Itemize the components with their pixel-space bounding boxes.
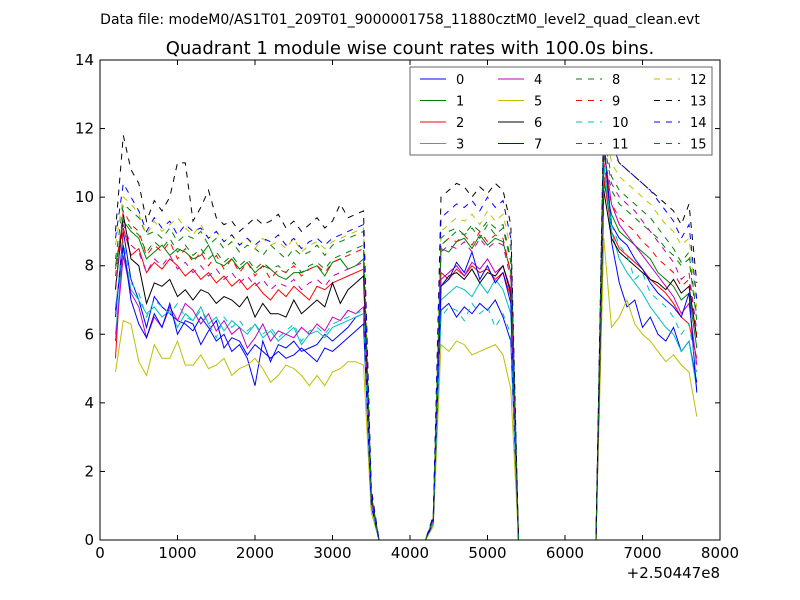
legend-label-5: 5 bbox=[534, 95, 542, 110]
x-tick-label: 6000 bbox=[546, 544, 584, 562]
suptitle: Data file: modeM0/AS1T01_209T01_90000017… bbox=[100, 12, 700, 28]
x-tick-label: 7000 bbox=[623, 544, 661, 562]
y-tick-label: 6 bbox=[84, 325, 94, 343]
legend-label-15: 15 bbox=[690, 138, 707, 153]
x-tick-label: 1000 bbox=[158, 544, 196, 562]
series-line-15 bbox=[115, 135, 698, 540]
y-tick-label: 4 bbox=[84, 394, 94, 412]
y-tick-label: 14 bbox=[75, 51, 94, 69]
y-tick-label: 10 bbox=[75, 188, 94, 206]
series-layer bbox=[115, 107, 698, 540]
legend-label-2: 2 bbox=[456, 116, 464, 131]
legend-label-1: 1 bbox=[456, 95, 464, 110]
x-tick-label: 8000 bbox=[701, 544, 739, 562]
legend-label-8: 8 bbox=[612, 73, 620, 88]
series-line-5 bbox=[115, 238, 698, 540]
legend-label-7: 7 bbox=[534, 138, 542, 153]
legend-label-14: 14 bbox=[690, 116, 707, 131]
x-tick-label: 3000 bbox=[313, 544, 351, 562]
axis-ticks: 0 1000 2000 3000 4000 5000 6000 7000 80000246810… bbox=[75, 51, 739, 562]
legend-label-9: 9 bbox=[612, 95, 620, 110]
legend-box bbox=[409, 66, 713, 156]
y-tick-label: 12 bbox=[75, 120, 94, 138]
y-tick-label: 8 bbox=[84, 257, 94, 275]
legend-label-6: 6 bbox=[534, 116, 542, 131]
legend-label-11: 11 bbox=[612, 138, 629, 153]
legend-label-13: 13 bbox=[690, 95, 707, 110]
y-tick-label: 2 bbox=[84, 462, 94, 480]
x-tick-label: 5000 bbox=[468, 544, 506, 562]
legend-label-4: 4 bbox=[534, 73, 542, 88]
legend-label-12: 12 bbox=[690, 73, 707, 88]
chart-title: Quadrant 1 module wise count rates with … bbox=[166, 38, 655, 59]
x-tick-label: 2000 bbox=[236, 544, 274, 562]
y-tick-label: 0 bbox=[84, 531, 94, 549]
x-offset-label: +2.50447e8 bbox=[627, 564, 720, 582]
series-line-13 bbox=[115, 107, 698, 540]
plot-frame bbox=[99, 59, 721, 541]
legend-label-10: 10 bbox=[612, 116, 629, 131]
series-line-8 bbox=[115, 155, 698, 540]
x-tick-label: 4000 bbox=[391, 544, 429, 562]
x-tick-label: 0 bbox=[95, 544, 105, 562]
legend-label-3: 3 bbox=[456, 138, 464, 153]
legend-label-0: 0 bbox=[456, 73, 464, 88]
